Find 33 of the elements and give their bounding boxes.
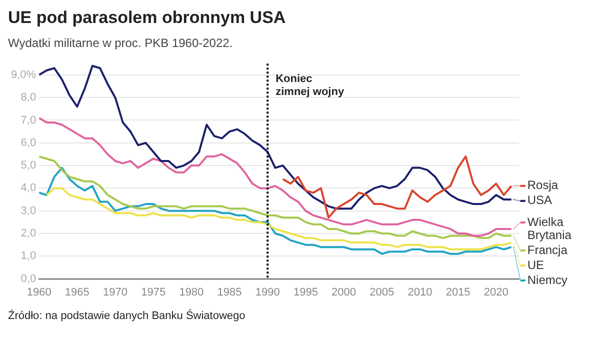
y-tick-label: 4,0 bbox=[20, 182, 36, 194]
y-tick-label: 5,0 bbox=[20, 160, 36, 172]
y-tick-label: 9,0% bbox=[10, 68, 36, 81]
legend-label: Niemcy bbox=[527, 272, 568, 287]
x-tick-label: 1985 bbox=[217, 286, 242, 298]
x-tick-label: 2005 bbox=[370, 286, 394, 298]
y-tick-label: 1,0 bbox=[20, 250, 36, 262]
x-tick-label: 2015 bbox=[446, 286, 470, 298]
x-tick-label: 2000 bbox=[332, 286, 356, 298]
chart-title: UE pod parasolem obronnym USA bbox=[8, 8, 287, 28]
x-tick-label: 1995 bbox=[293, 286, 318, 298]
x-tick-label: 1965 bbox=[64, 286, 90, 298]
x-tick-label: 2010 bbox=[408, 286, 432, 298]
y-tick-label: 8,0 bbox=[20, 92, 36, 104]
legend-label: Francja bbox=[527, 242, 568, 257]
y-tick-label: 6,0 bbox=[20, 136, 36, 149]
x-tick-label: 1990 bbox=[255, 286, 280, 298]
legend-label: USA bbox=[527, 193, 552, 208]
x-tick-label: 2020 bbox=[484, 286, 508, 298]
legend-label: UE bbox=[527, 258, 544, 272]
ref-line-label: Koniec zimnej wojny bbox=[276, 73, 345, 98]
chart-subtitle: Wydatki militarne w proc. PKB 1960-2022. bbox=[8, 36, 234, 50]
legend-label: Rosja bbox=[527, 178, 558, 192]
x-tick-label: 1980 bbox=[179, 286, 204, 298]
legend-label: Wielka Brytania bbox=[527, 214, 572, 242]
y-tick-label: 2,0 bbox=[20, 228, 36, 240]
x-tick-label: 1960 bbox=[26, 286, 52, 298]
text: Źródło: na podstawie danych Banku Światowego bbox=[8, 310, 246, 322]
y-tick-label: 7,0 bbox=[20, 114, 36, 126]
y-tick-label: 0,0 bbox=[20, 272, 36, 285]
x-tick-label: 1975 bbox=[141, 286, 166, 298]
y-tick-label: 3,0 bbox=[20, 204, 36, 217]
x-tick-label: 1970 bbox=[103, 286, 128, 298]
